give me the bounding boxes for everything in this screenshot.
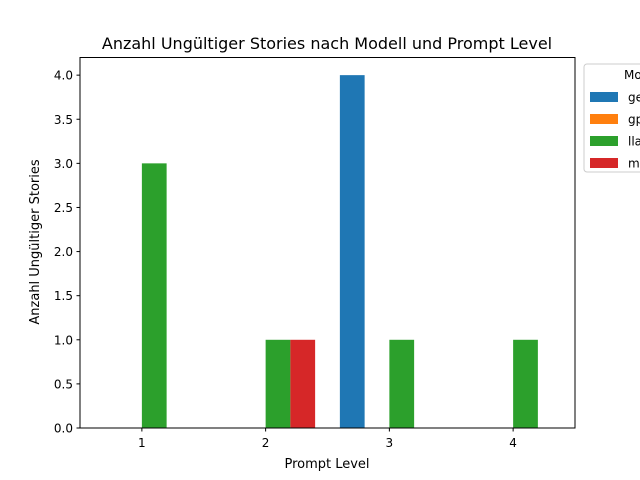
legend-label-ge: ge — [628, 91, 640, 105]
bar-m-level-2 — [290, 339, 316, 428]
legend-title: Mo — [624, 68, 640, 82]
legend-label-gp: gp — [628, 113, 640, 127]
y-axis-label: Anzahl Ungültiger Stories — [28, 159, 43, 324]
legend-label-lla: lla — [628, 135, 640, 149]
bars-group — [141, 75, 538, 429]
legend-label-m: m — [628, 157, 640, 171]
legend-swatch-m — [590, 158, 618, 168]
y-tick-label: 3.0 — [54, 157, 73, 171]
y-tick-label: 0.0 — [54, 422, 73, 436]
y-tick-label: 2.0 — [54, 245, 73, 259]
x-axis: 1 2 3 4 — [138, 428, 517, 450]
legend-items: ge gp lla m — [590, 91, 640, 171]
y-tick-label: 1.0 — [54, 333, 73, 347]
legend-swatch-gp — [590, 114, 618, 124]
bar-ge-level-3 — [339, 75, 365, 429]
bar-lla-level-2 — [265, 339, 291, 428]
x-tick-label: 3 — [386, 436, 394, 450]
x-tick-label: 4 — [509, 436, 517, 450]
legend-swatch-ge — [590, 92, 618, 102]
x-tick-label: 2 — [262, 436, 270, 450]
x-axis-label: Prompt Level — [284, 457, 369, 472]
bar-lla-level-1 — [141, 163, 167, 428]
plot-frame — [79, 57, 576, 429]
y-tick-label: 1.5 — [54, 289, 73, 303]
bar-lla-level-4 — [513, 339, 538, 428]
chart-title: Anzahl Ungültiger Stories nach Modell un… — [102, 34, 552, 53]
legend: Mo ge gp lla m — [583, 63, 640, 173]
legend-swatch-lla — [590, 136, 618, 146]
y-tick-label: 0.5 — [54, 377, 73, 391]
bar-lla-level-3 — [389, 339, 415, 428]
y-tick-label: 4.0 — [54, 69, 73, 83]
y-tick-label: 2.5 — [54, 201, 73, 215]
y-axis: 0.0 0.5 1.0 1.5 2.0 2.5 3.0 3.5 4.0 — [54, 69, 80, 436]
y-tick-label: 3.5 — [54, 113, 73, 127]
x-tick-label: 1 — [138, 436, 146, 450]
